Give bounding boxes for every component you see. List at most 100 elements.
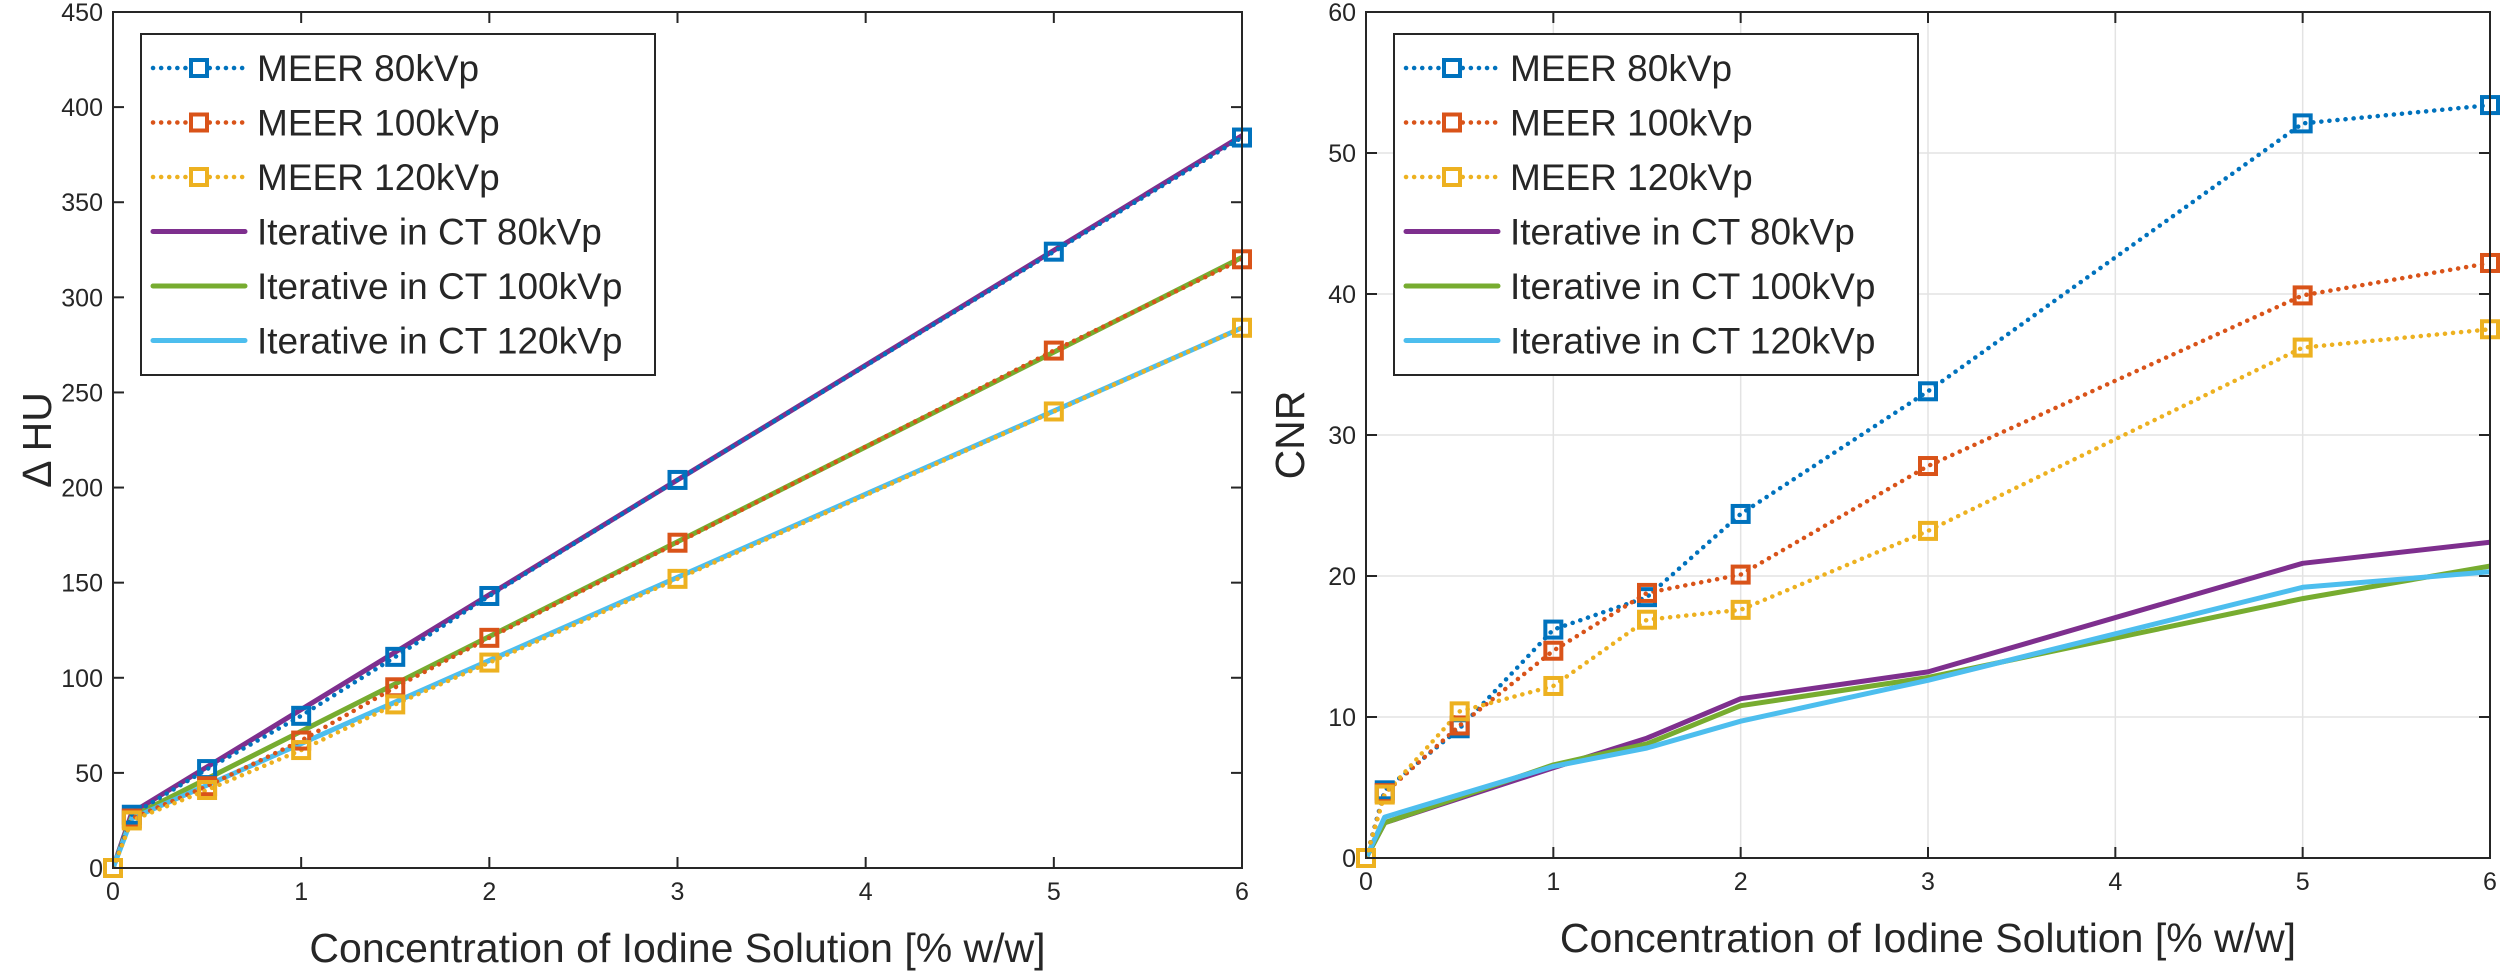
x-tick-label: 6	[2483, 868, 2497, 896]
data-point-meer-100kvp	[1043, 340, 1064, 361]
data-point-meer-100kvp	[1637, 582, 1657, 603]
x-tick-label: 0	[106, 878, 120, 906]
y-tick-label: 20	[1328, 563, 1356, 591]
y-tick-label: 250	[61, 379, 103, 407]
series-line-meer-100kvp	[113, 257, 1242, 868]
legend-label-iterative-in-ct-120kvp: Iterative in CT 120kVp	[257, 321, 622, 362]
data-point-meer-100kvp	[1543, 640, 1564, 661]
data-point-meer-80kvp	[1543, 619, 1564, 640]
legend-label-iterative-in-ct-120kvp: Iterative in CT 120kVp	[1510, 321, 1875, 362]
legend-label-meer-80kvp: MEER 80kVp	[1510, 48, 1732, 89]
data-point-meer-120kvp	[197, 780, 218, 801]
x-tick-label: 6	[1235, 878, 1249, 906]
data-point-meer-120kvp	[1918, 520, 1938, 541]
legend-marker-meer-100kvp	[189, 112, 209, 133]
data-point-meer-120kvp	[479, 652, 500, 673]
legend-label-iterative-in-ct-80kvp: Iterative in CT 80kVp	[257, 212, 602, 253]
data-point-meer-100kvp	[2292, 285, 2313, 306]
legend-box	[1393, 33, 1919, 376]
data-point-meer-120kvp	[1543, 675, 1564, 696]
data-point-meer-80kvp	[1730, 503, 1751, 524]
data-point-meer-120kvp	[1374, 784, 1395, 805]
y-tick-label: 0	[1342, 845, 1356, 873]
series-line-meer-80kvp	[113, 135, 1242, 868]
y-tick-label: 300	[61, 284, 103, 312]
y-tick-label: 0	[89, 855, 103, 883]
data-point-meer-80kvp	[1043, 241, 1064, 262]
series-line-meer-80kvp	[1366, 102, 2490, 858]
series-line-iterative-in-ct-120kvp	[1366, 569, 2490, 858]
y-tick-label: 400	[61, 94, 103, 122]
y-tick-label: 450	[61, 0, 103, 27]
data-point-meer-120kvp	[291, 740, 312, 761]
data-point-meer-80kvp	[667, 469, 688, 490]
data-point-meer-80kvp	[1918, 381, 1938, 402]
x-tick-label: 4	[859, 878, 873, 906]
series-line-meer-120kvp	[1366, 327, 2490, 858]
y-tick-label: 100	[61, 665, 103, 693]
x-tick-label: 5	[2296, 868, 2310, 896]
data-point-meer-120kvp	[1449, 701, 1470, 722]
x-tick-label: 5	[1047, 878, 1061, 906]
legend: MEER 80kVp MEER 100kVp MEER 120kVp Iterativ…	[1393, 33, 1919, 376]
data-point-meer-80kvp	[479, 585, 500, 606]
data-point-meer-120kvp	[385, 694, 406, 715]
y-tick-label: 200	[61, 475, 103, 503]
data-point-meer-100kvp	[1730, 564, 1751, 585]
x-tick-label: 3	[1921, 868, 1935, 896]
data-point-meer-80kvp	[385, 646, 406, 667]
plot-area	[1366, 102, 2490, 858]
data-point-meer-120kvp	[1043, 401, 1064, 422]
legend-marker-meer-80kvp	[1442, 58, 1462, 78]
x-tick-label: 2	[1734, 868, 1748, 896]
y-tick-label: 150	[61, 570, 103, 598]
x-tick-label: 1	[1546, 868, 1560, 896]
x-tick-label: 1	[294, 878, 308, 906]
series-line-meer-120kvp	[113, 325, 1242, 868]
y-axis-label: CNR	[1267, 391, 1313, 480]
legend-label-meer-100kvp: MEER 100kVp	[257, 103, 500, 144]
data-point-meer-80kvp	[2292, 113, 2313, 134]
legend-marker-meer-80kvp	[189, 58, 209, 78]
x-axis-label: Concentration of Iodine Solution [% w/w]	[309, 925, 1045, 971]
x-tick-label: 4	[2108, 868, 2122, 896]
data-point-meer-100kvp	[479, 627, 500, 648]
legend-label-meer-80kvp: MEER 80kVp	[257, 48, 479, 89]
legend-label-meer-120kvp: MEER 120kVp	[257, 157, 500, 198]
series-line-iterative-in-ct-100kvp	[1366, 563, 2490, 858]
data-point-meer-120kvp	[2292, 337, 2313, 358]
data-point-meer-120kvp	[1637, 609, 1657, 630]
legend-marker-meer-120kvp	[1442, 167, 1462, 187]
y-tick-label: 10	[1328, 704, 1356, 732]
data-point-meer-100kvp	[667, 532, 688, 553]
legend-label-meer-120kvp: MEER 120kVp	[1510, 157, 1753, 198]
data-point-meer-120kvp	[121, 810, 142, 831]
data-point-meer-120kvp	[667, 568, 688, 589]
y-tick-label: 350	[61, 189, 103, 217]
data-point-meer-80kvp	[291, 705, 312, 726]
x-axis-label: Concentration of Iodine Solution [% w/w]	[1560, 915, 2296, 961]
y-tick-label: 30	[1328, 422, 1356, 450]
y-tick-label: 40	[1328, 281, 1356, 309]
data-point-meer-100kvp	[1918, 456, 1938, 477]
x-tick-label: 2	[482, 878, 496, 906]
series-line-meer-100kvp	[1366, 260, 2490, 858]
legend-marker-meer-100kvp	[1442, 112, 1462, 133]
x-tick-label: 0	[1359, 868, 1373, 896]
legend-marker-meer-120kvp	[189, 167, 209, 187]
series-line-iterative-in-ct-120kvp	[113, 325, 1242, 868]
y-tick-label: 50	[75, 760, 103, 788]
y-axis-label: Δ HU	[14, 392, 60, 488]
data-point-meer-120kvp	[1730, 599, 1751, 620]
legend-label-iterative-in-ct-100kvp: Iterative in CT 100kVp	[1510, 266, 1875, 307]
x-tick-label: 3	[671, 878, 685, 906]
legend: MEER 80kVp MEER 100kVp MEER 120kVp Iterativ…	[140, 33, 656, 376]
legend-label-meer-100kvp: MEER 100kVp	[1510, 103, 1753, 144]
chart-panel-1: 0 1 2 3 4 5 6 0 50 100 150 200 250 300 350 400 450 Concen…	[14, 0, 1252, 971]
y-tick-label: 60	[1328, 0, 1356, 27]
y-tick-label: 50	[1328, 140, 1356, 168]
legend-box	[140, 33, 656, 376]
legend-label-iterative-in-ct-80kvp: Iterative in CT 80kVp	[1510, 212, 1855, 253]
